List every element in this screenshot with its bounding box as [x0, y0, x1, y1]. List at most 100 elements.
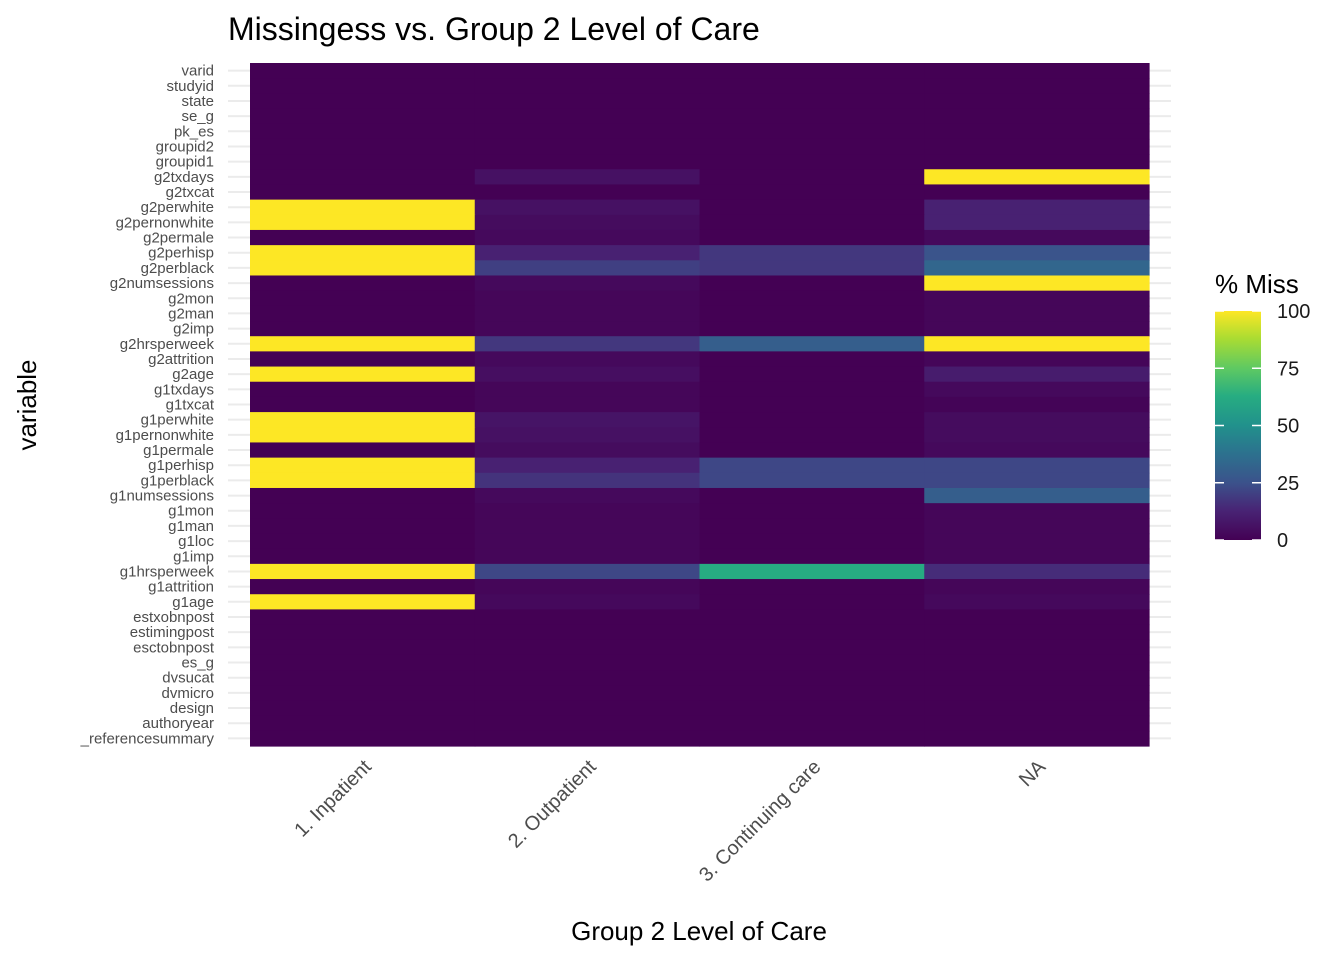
- y-tick-label: g1txcat: [166, 397, 215, 414]
- heatmap-cell: [699, 396, 925, 413]
- y-axis-label: variable: [12, 359, 42, 450]
- heatmap-cell: [474, 457, 701, 474]
- heatmap-cell: [924, 639, 1150, 656]
- heatmap-cell: [924, 260, 1150, 277]
- x-tick-label: 3. Continuing care: [695, 756, 825, 886]
- heatmap-cell: [474, 563, 701, 580]
- y-tick-label: dvsucat: [162, 670, 215, 687]
- heatmap-cell: [474, 214, 701, 231]
- x-axis-ticks: 1. Inpatient 2. Outpatient 3. Continuing c…: [290, 756, 1050, 887]
- heatmap-cell: [474, 275, 701, 292]
- heatmap-cell: [924, 563, 1150, 580]
- heatmap-cell: [924, 412, 1150, 428]
- heatmap-cell: [474, 579, 701, 595]
- y-tick-label: g1loc: [178, 533, 214, 550]
- y-tick-label: groupid1: [156, 154, 214, 171]
- heatmap-cell: [250, 518, 476, 535]
- heatmap-cell: [699, 305, 925, 322]
- legend-tick-label: 25: [1277, 473, 1299, 495]
- y-tick-label: g2txdays: [154, 169, 214, 186]
- heatmap-cell: [924, 229, 1150, 246]
- y-tick-label: g2hrsperweek: [120, 336, 215, 353]
- heatmap-cell: [250, 93, 476, 110]
- heatmap-cell: [699, 654, 925, 671]
- y-tick-label: g1pernonwhite: [116, 427, 214, 444]
- heatmap-cell: [924, 123, 1150, 140]
- heatmap-cell: [250, 396, 476, 413]
- heatmap-cell: [699, 275, 925, 292]
- y-tick-label: g2pernonwhite: [116, 214, 214, 231]
- heatmap-cell: [474, 654, 701, 671]
- y-tick-label: g1imp: [173, 548, 214, 565]
- y-tick-label: g1attrition: [148, 579, 214, 596]
- y-tick-label: esctobnpost: [133, 639, 215, 656]
- heatmap-cell: [250, 351, 476, 368]
- y-tick-label: g2perwhite: [141, 199, 214, 216]
- heatmap-cell: [924, 305, 1150, 322]
- y-tick-label: estxobnpost: [133, 609, 215, 626]
- y-axis-ticks: varidstudyidstatese_gpk_esgroupid2groupi…: [80, 63, 215, 748]
- heatmap-cell: [474, 78, 701, 94]
- heatmap-cell: [474, 472, 701, 489]
- heatmap-cell: [924, 275, 1150, 292]
- y-tick-label: groupid2: [156, 138, 214, 155]
- y-tick-label: g2mon: [168, 290, 214, 307]
- heatmap-cell: [924, 63, 1150, 79]
- heatmap-cell: [924, 199, 1150, 216]
- heatmap-cell: [699, 154, 925, 170]
- heatmap-cell: [924, 138, 1150, 155]
- y-tick-label: g1perhisp: [148, 457, 214, 474]
- heatmap-cell: [250, 730, 476, 747]
- heatmap-cell: [250, 685, 476, 702]
- heatmap-cell: [699, 594, 925, 610]
- heatmap-cell: [699, 108, 925, 125]
- x-axis-label: Group 2 Level of Care: [571, 916, 827, 946]
- heatmap-cell: [924, 169, 1150, 186]
- heatmap-cell: [250, 199, 476, 216]
- heatmap-cell: [250, 245, 476, 261]
- heatmap-cell: [699, 503, 925, 519]
- heatmap-cell: [924, 503, 1150, 519]
- y-tick-label: g1hrsperweek: [120, 563, 215, 580]
- heatmap-cell: [699, 715, 925, 732]
- heatmap-cell: [699, 290, 925, 307]
- heatmap-cell: [699, 533, 925, 550]
- heatmap-cell: [474, 396, 701, 413]
- heatmap-cell: [924, 487, 1150, 504]
- heatmap-cell: [250, 670, 476, 686]
- legend-title: % Miss: [1215, 269, 1299, 299]
- heatmap-cell: [250, 63, 476, 79]
- heatmap-cell: [924, 351, 1150, 368]
- heatmap-cell: [474, 351, 701, 368]
- heatmap-cell: [924, 609, 1150, 626]
- heatmap-cell: [699, 472, 925, 489]
- heatmap-cell: [250, 154, 476, 170]
- heatmap-cells: [250, 63, 1150, 747]
- heatmap-cell: [924, 579, 1150, 595]
- heatmap-cell: [699, 487, 925, 504]
- y-tick-label: g2numsessions: [110, 275, 214, 292]
- heatmap-cell: [474, 503, 701, 519]
- heatmap-cell: [474, 518, 701, 535]
- y-tick-label: g2imp: [173, 321, 214, 338]
- heatmap-cell: [250, 654, 476, 671]
- heatmap-cell: [474, 533, 701, 550]
- heatmap-cell: [699, 184, 925, 201]
- heatmap-cell: [924, 93, 1150, 110]
- heatmap-cell: [924, 108, 1150, 125]
- legend-tick-label: 100: [1277, 301, 1310, 323]
- y-tick-label: g2age: [172, 366, 214, 383]
- y-tick-label: es_g: [181, 655, 214, 672]
- heatmap-cell: [474, 670, 701, 686]
- heatmap-cell: [474, 685, 701, 702]
- heatmap-cell: [250, 503, 476, 519]
- heatmap-cell: [924, 336, 1150, 352]
- y-tick-label: pk_es: [174, 123, 214, 140]
- heatmap-cell: [250, 305, 476, 322]
- y-tick-label: g1perblack: [141, 472, 215, 489]
- heatmap-cell: [250, 229, 476, 246]
- heatmap-cell: [924, 427, 1150, 444]
- heatmap-cell: [699, 579, 925, 595]
- y-tick-label: g2permale: [143, 230, 214, 247]
- heatmap-cell: [250, 624, 476, 641]
